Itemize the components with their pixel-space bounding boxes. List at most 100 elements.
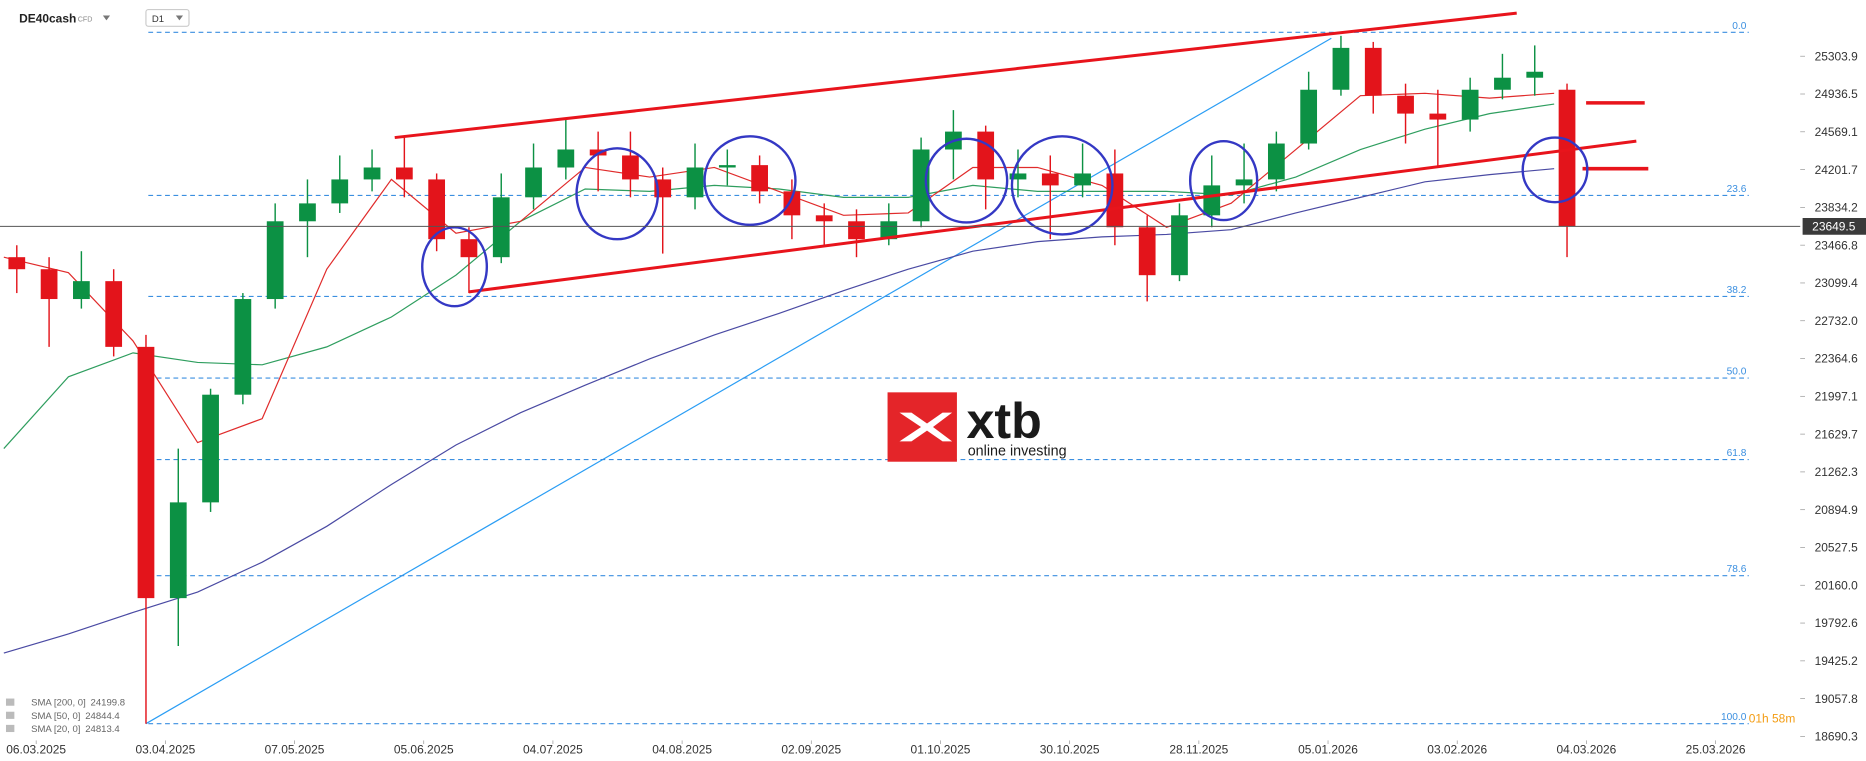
candle-body: [1009, 173, 1027, 180]
countdown-timer: 01h 58m: [1749, 711, 1796, 725]
candle-body: [525, 167, 542, 198]
axes: 25303.9 24936.5 24569.1 24201.7 23834.2 23466…: [0, 49, 1866, 757]
candle-body: [266, 221, 284, 300]
candle-body: [169, 502, 187, 599]
candle-body: [8, 257, 26, 270]
y-tick-label: 23099.4: [1815, 276, 1859, 290]
y-tick-label: 23834.2: [1815, 201, 1859, 215]
x-tick-label: 06.03.2025: [6, 743, 66, 757]
logo-tagline: online investing: [968, 444, 1067, 460]
x-tick-label: 25.03.2026: [1686, 743, 1746, 757]
y-tick-label: 22364.6: [1815, 352, 1859, 366]
y-tick-label: 20527.5: [1815, 541, 1859, 555]
legend-entry: SMA [20, 0] 24813.4: [31, 724, 120, 735]
legend-entry: SMA [50, 0] 24844.4: [31, 711, 120, 722]
legend-value: 24199.8: [91, 698, 126, 709]
candle-body: [105, 281, 123, 347]
y-tick-label: 19792.6: [1815, 616, 1859, 630]
timeframe[interactable]: D1: [152, 14, 164, 25]
fib-level-label: 23.6: [1727, 184, 1747, 195]
channel-lower: [468, 139, 1637, 294]
candle-body: [234, 299, 252, 395]
fib-level-label: 0.0: [1732, 21, 1746, 32]
legend-entry: SMA [200, 0] 24199.8: [31, 698, 125, 709]
legend-name: SMA [50, 0]: [31, 711, 80, 722]
candle-body: [1526, 71, 1544, 78]
candle-body: [1397, 95, 1414, 114]
candle-body: [1558, 89, 1576, 227]
candle-body: [783, 191, 801, 216]
highlight-circle: [575, 147, 660, 241]
x-tick-label: 04.03.2026: [1556, 743, 1616, 757]
candle-body: [1300, 89, 1318, 144]
legend-icon: [5, 724, 15, 733]
candle-body: [395, 167, 413, 180]
y-tick-label: 21997.1: [1815, 390, 1859, 404]
candle-body: [331, 179, 349, 204]
current-price-box: [1802, 218, 1866, 235]
candle-body: [815, 215, 833, 222]
x-tick-label: 05.01.2026: [1298, 743, 1358, 757]
plot-back: [145, 37, 1332, 725]
x-tick-label: 04.07.2025: [523, 743, 583, 757]
x-tick-label: 04.08.2025: [652, 743, 712, 757]
toolbar: DE40cash CFD D1: [19, 8, 190, 27]
candle-body: [1106, 173, 1124, 228]
candle-body: [718, 165, 736, 168]
candle-body: [1332, 47, 1350, 90]
y-tick-label: 24936.5: [1815, 87, 1859, 101]
candle-body: [299, 203, 316, 222]
timeframe-select[interactable]: [145, 8, 190, 27]
y-tick-label: 22732.0: [1815, 314, 1859, 328]
x-tick-label: 28.11.2025: [1169, 743, 1228, 757]
legend-icon: [5, 711, 15, 719]
y-tick-label: 19057.8: [1815, 692, 1859, 706]
highlight-circle: [421, 226, 489, 308]
candle-body: [1171, 215, 1188, 276]
candle-body: [880, 221, 898, 240]
x-tick-label: 30.10.2025: [1040, 743, 1100, 757]
candle-body: [977, 131, 995, 180]
sma-line: [3, 92, 1555, 444]
candle-body: [492, 197, 510, 258]
y-tick-label: 24569.1: [1815, 125, 1859, 139]
channel-upper: [394, 11, 1517, 140]
y-tick-label: 20160.0: [1815, 578, 1859, 592]
x-tick-label: 03.02.2026: [1427, 743, 1487, 757]
y-tick-label: 25303.9: [1815, 49, 1859, 63]
y-tick-label: 21262.3: [1815, 465, 1859, 479]
candle-body: [1235, 179, 1253, 186]
candle-body: [622, 155, 639, 180]
y-tick-label: 19425.2: [1815, 654, 1859, 668]
candle-body: [1074, 173, 1091, 186]
fib-level-label: 100.0: [1721, 712, 1747, 723]
fib-level-label: 50.0: [1727, 366, 1747, 377]
logo-icon: [899, 412, 953, 442]
legend-name: SMA [200, 0]: [31, 698, 86, 709]
candle-body: [912, 149, 930, 222]
dropdown-arrow[interactable]: [175, 15, 184, 21]
x-tick-label: 02.09.2025: [781, 743, 841, 757]
symbol[interactable]: DE40cash: [19, 12, 76, 26]
highlight-circle: [1010, 135, 1114, 236]
candle-body: [1364, 47, 1382, 96]
fib-level-label: 38.2: [1727, 285, 1747, 296]
candle-body: [363, 167, 381, 180]
watermark: xtb online investing: [887, 392, 1067, 462]
y-tick-label: 20894.9: [1815, 503, 1859, 517]
highlight-circle: [703, 135, 797, 227]
y-tick-label: 18690.3: [1815, 730, 1859, 744]
legend-value: 24844.4: [85, 711, 120, 722]
current-price-label: 23649.5: [1812, 220, 1856, 234]
candle-body: [460, 239, 478, 258]
sma-lines: [3, 92, 1555, 654]
y-tick-label: 24201.7: [1815, 163, 1859, 177]
candle-body: [40, 269, 58, 300]
dropdown-arrow[interactable]: [102, 15, 111, 21]
candle-body: [1203, 185, 1221, 216]
candle-body: [751, 165, 768, 192]
highlight-circle: [1188, 139, 1259, 222]
candle-body: [1429, 113, 1447, 120]
x-tick-label: 01.10.2025: [911, 743, 971, 757]
